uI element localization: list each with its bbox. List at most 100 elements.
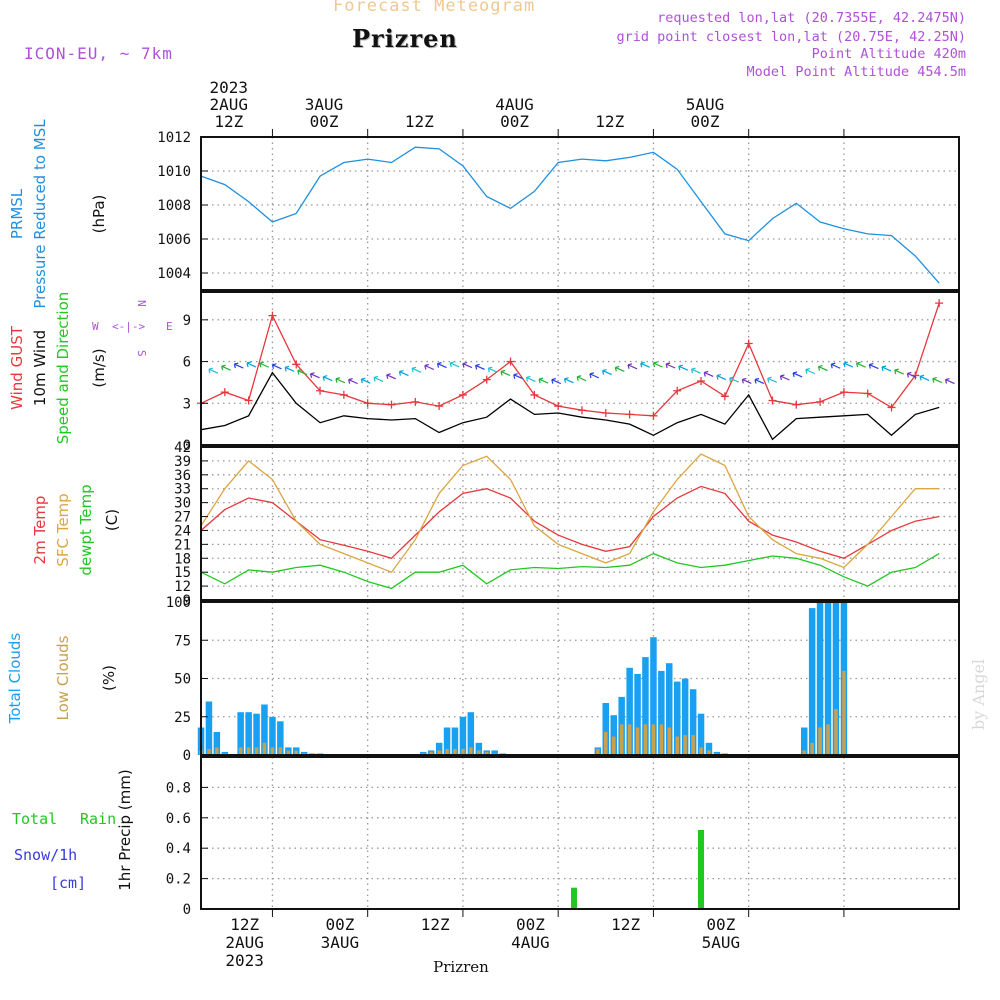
top-date-label: 4AUG (495, 95, 534, 114)
bar-total-clouds (816, 602, 824, 755)
bar-total-clouds (697, 713, 705, 755)
wind-direction-arrow (576, 375, 587, 382)
bar-total-clouds (801, 727, 808, 755)
bar-total-clouds (221, 751, 229, 755)
wind-direction-arrow (398, 369, 409, 377)
bar-low-clouds (675, 736, 679, 755)
bar-low-clouds (659, 724, 664, 755)
bar-total-clouds (475, 742, 483, 755)
bottom-hour-label: 00Z (706, 915, 735, 934)
bar-low-clouds (207, 748, 211, 755)
bottom-date-label: 4AUG (511, 933, 550, 952)
y-tick-label: 30 (174, 496, 191, 512)
panel-frame (200, 601, 960, 756)
bar-total-clouds (269, 716, 276, 756)
bar-total-clouds (674, 681, 681, 755)
bar-total-clouds (459, 716, 467, 756)
bar-total-clouds (300, 751, 308, 755)
bottom-hour-label: 00Z (325, 915, 354, 934)
wind-direction-arrow (817, 364, 828, 372)
bar-low-clouds (818, 727, 822, 755)
bar-low-clouds (294, 750, 298, 755)
gust-point-marker (720, 392, 729, 401)
bottom-hour-label: 12Z (421, 915, 450, 934)
wind-direction-arrow (322, 375, 333, 382)
wind-direction-arrow (678, 364, 689, 371)
bar-total-clouds (713, 751, 721, 755)
meteogram-title: Forecast Meteogram (333, 0, 536, 16)
y-tick-label: 0 (183, 438, 191, 454)
panel-label-prmsl: PRMSL (8, 188, 26, 239)
y-tick-label: 18 (174, 551, 191, 567)
gust-point-marker (625, 410, 634, 419)
wind-direction-arrow (525, 375, 536, 382)
legend-total: Total (12, 810, 57, 828)
y-tick-label: 1004 (157, 266, 191, 282)
wind-direction-arrow (208, 367, 219, 374)
bar-low-clouds (834, 709, 838, 755)
gust-point-marker (792, 400, 801, 409)
bar-total-clouds (689, 689, 697, 755)
wind-direction-arrow (779, 374, 790, 381)
bar-total-clouds (451, 727, 459, 755)
model-point-altitude: Model Point Altitude 454.5m (746, 64, 966, 80)
wind-direction-arrow (665, 362, 676, 369)
gust-point-marker (506, 357, 515, 366)
bar-low-clouds (215, 747, 219, 755)
wind-direction-arrow (640, 361, 650, 368)
panel-unit-percent: (%) (100, 665, 118, 691)
wind-direction-arrow (932, 376, 943, 384)
gust-point-marker (387, 400, 396, 409)
wind-direction-arrow (906, 371, 917, 378)
wind-direction-arrow (309, 372, 320, 379)
y-tick-label: 0.6 (166, 811, 191, 827)
panel-label-dewpt-temp: dewpt Temp (77, 484, 95, 575)
panel-label-10m-wind: 10m Wind (31, 330, 49, 406)
wind-direction-arrow (716, 374, 727, 381)
footer-city-label: Prizren (433, 958, 489, 976)
bar-low-clouds (810, 742, 814, 755)
wind-direction-arrow (462, 361, 473, 369)
gust-point-marker (673, 386, 682, 395)
bottom-hour-label: 12Z (230, 915, 259, 934)
bar-low-clouds (643, 724, 648, 755)
wind-direction-arrow (652, 361, 663, 368)
compass-n: N (135, 300, 148, 307)
y-tick-label: 75 (174, 633, 191, 649)
bar-low-clouds (246, 747, 251, 755)
wind-direction-arrow (500, 369, 511, 377)
gust-point-marker (220, 388, 229, 397)
wind-direction-arrow (868, 362, 879, 370)
y-tick-label: 1010 (157, 164, 191, 180)
wind-direction-arrow (373, 375, 384, 383)
panel-unit-ms: (m/s) (90, 348, 108, 387)
bar-total-clouds (824, 602, 832, 755)
bar-total-clouds (245, 712, 252, 755)
wind-direction-arrow (513, 373, 523, 380)
top-hour-label: 12Z (214, 112, 243, 131)
bar-total-clouds (467, 712, 475, 755)
bottom-date-label: 5AUG (702, 933, 741, 952)
wind-direction-arrow (602, 369, 612, 376)
bar-low-clouds (477, 750, 481, 755)
y-tick-label: 36 (174, 468, 191, 484)
bar-total-clouds (650, 637, 657, 755)
bar-low-clouds (254, 747, 259, 755)
legend-rain: Rain (80, 810, 116, 828)
series-line-2m-temp (200, 485, 940, 560)
bottom-hour-label: 00Z (516, 915, 545, 934)
wind-direction-arrow (436, 362, 447, 369)
bar-total-clouds (705, 742, 713, 755)
panel-frame (200, 291, 960, 446)
wind-direction-arrow (487, 366, 498, 373)
wind-direction-arrow (538, 377, 549, 384)
top-date-label: 3AUG (305, 95, 344, 114)
panel-frame (200, 446, 960, 601)
bar-low-clouds (683, 735, 687, 755)
bar-low-clouds (826, 724, 830, 755)
compass-w: W (92, 320, 99, 333)
bar-total-clouds (237, 712, 244, 755)
bar-low-clouds (429, 751, 433, 755)
top-date-label: 5AUG (686, 95, 725, 114)
